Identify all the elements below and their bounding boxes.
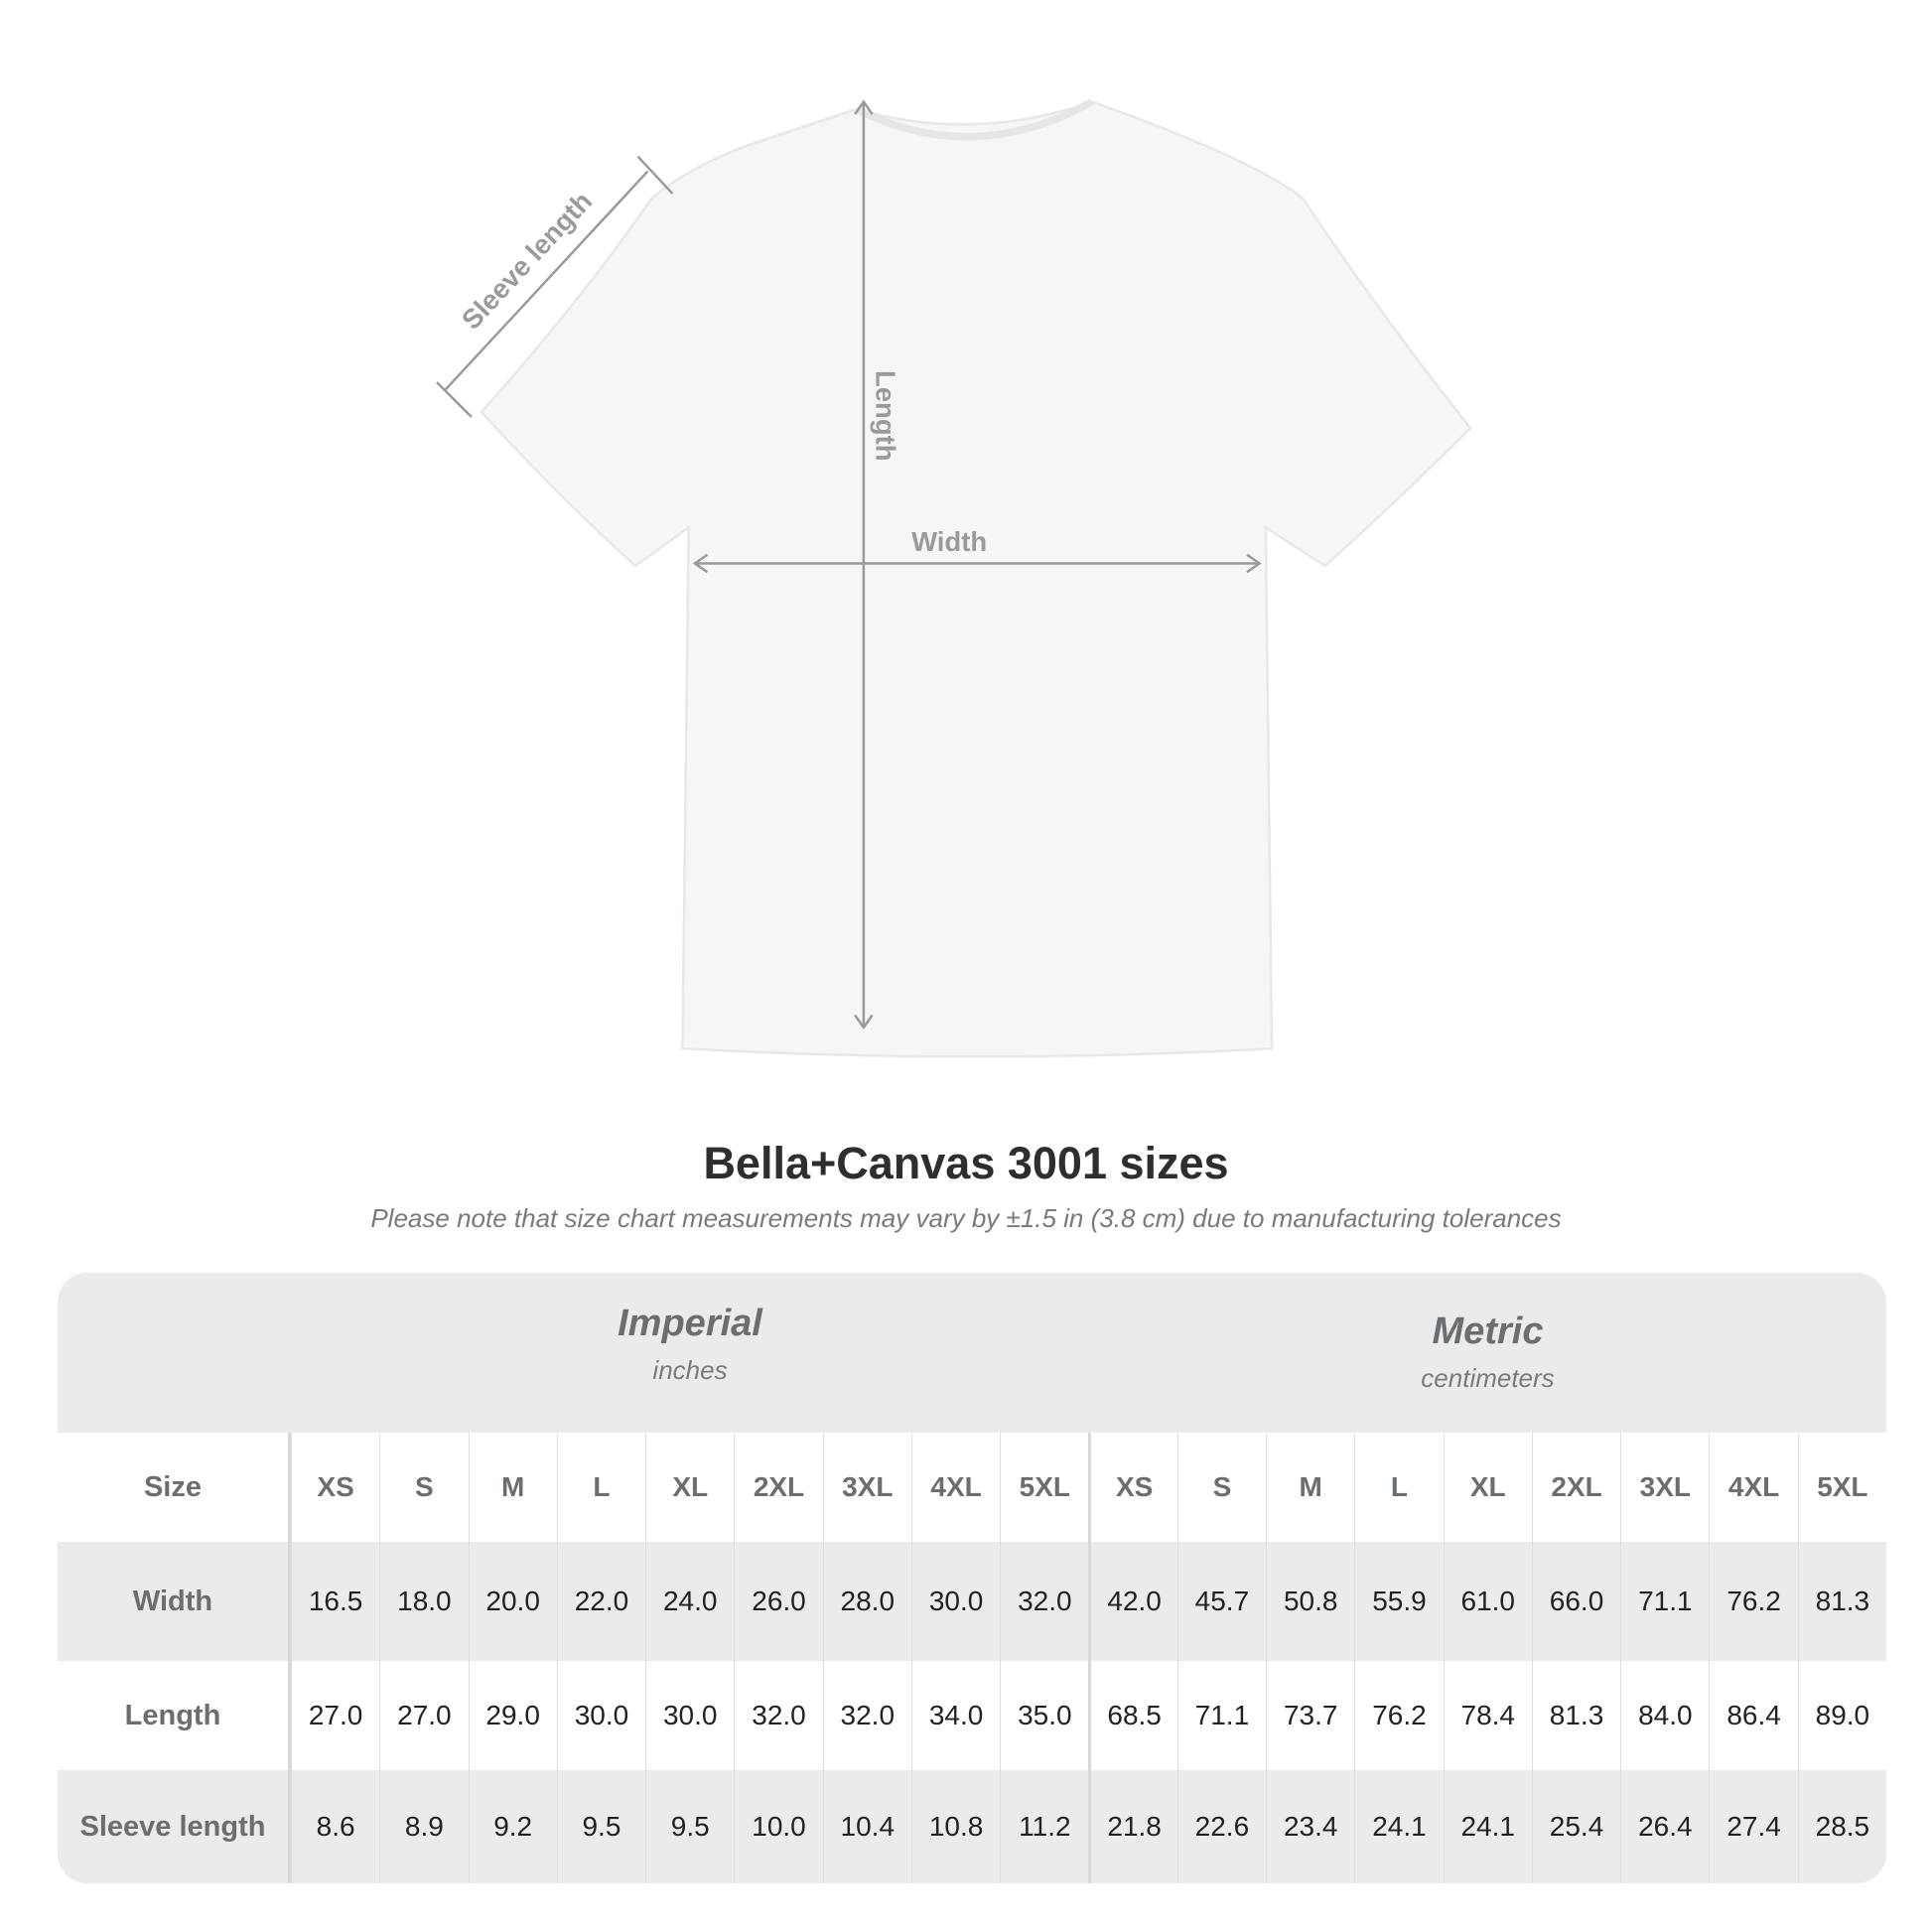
size-header: 4XL <box>910 1433 1000 1542</box>
metric-value: 84.0 <box>1620 1661 1709 1770</box>
size-header: 5XL <box>1000 1433 1088 1542</box>
imperial-header: Imperial inches <box>291 1303 1089 1386</box>
width-label: Width <box>911 526 987 557</box>
metric-value: 61.0 <box>1443 1542 1532 1661</box>
imperial-value: 20.0 <box>468 1542 557 1661</box>
size-header: 2XL <box>734 1433 822 1542</box>
imperial-unit: inches <box>652 1355 728 1385</box>
metric-value: 23.4 <box>1266 1770 1354 1883</box>
metric-value: 22.6 <box>1176 1770 1266 1883</box>
metric-value: 26.4 <box>1620 1770 1709 1883</box>
imperial-value: 10.0 <box>734 1770 822 1883</box>
metric-value: 71.1 <box>1620 1542 1709 1661</box>
metric-value: 28.5 <box>1797 1770 1886 1883</box>
imperial-value: 28.0 <box>822 1542 911 1661</box>
metric-value: 73.7 <box>1266 1661 1354 1770</box>
metric-value: 25.4 <box>1531 1770 1620 1883</box>
table-row: Length 27.0 27.0 29.0 30.0 30.0 32.0 32.0 34.0 35… <box>58 1661 1886 1770</box>
metric-unit: centimeters <box>1421 1363 1555 1393</box>
imperial-value: 30.0 <box>645 1661 734 1770</box>
imperial-value: 11.2 <box>1000 1770 1088 1883</box>
imperial-value: 9.5 <box>645 1770 734 1883</box>
metric-value: 68.5 <box>1088 1661 1176 1770</box>
imperial-value: 30.0 <box>910 1542 1000 1661</box>
size-header: L <box>1354 1433 1443 1542</box>
metric-value: 81.3 <box>1797 1542 1886 1661</box>
table-group-header: Imperial inches Metric centimeters <box>58 1273 1886 1433</box>
imperial-value: 8.9 <box>379 1770 468 1883</box>
metric-value: 24.1 <box>1443 1770 1532 1883</box>
tolerance-note: Please note that size chart measurements… <box>370 1203 1562 1233</box>
size-header: M <box>1266 1433 1354 1542</box>
size-header: L <box>556 1433 645 1542</box>
metric-value: 42.0 <box>1088 1542 1176 1661</box>
metric-value: 76.2 <box>1709 1542 1797 1661</box>
imperial-value: 29.0 <box>468 1661 557 1770</box>
size-table: Imperial inches Metric centimeters Size X… <box>58 1273 1886 1883</box>
size-header: XS <box>1088 1433 1176 1542</box>
imperial-value: 10.8 <box>910 1770 1000 1883</box>
imperial-value: 27.0 <box>379 1661 468 1770</box>
imperial-value: 32.0 <box>1000 1542 1088 1661</box>
imperial-value: 18.0 <box>379 1542 468 1661</box>
metric-value: 27.4 <box>1709 1770 1797 1883</box>
size-header: 3XL <box>1620 1433 1709 1542</box>
collar <box>854 98 1094 141</box>
imperial-value: 30.0 <box>556 1661 645 1770</box>
page-title: Bella+Canvas 3001 sizes <box>703 1138 1229 1188</box>
imperial-value: 35.0 <box>1000 1661 1088 1770</box>
metric-value: 21.8 <box>1088 1770 1176 1883</box>
imperial-value: 8.6 <box>290 1770 379 1883</box>
metric-value: 55.9 <box>1354 1542 1443 1661</box>
metric-value: 50.8 <box>1266 1542 1354 1661</box>
imperial-value: 9.2 <box>468 1770 557 1883</box>
table-row: Width 16.5 18.0 20.0 22.0 24.0 26.0 28.0 30.0 32.… <box>58 1542 1886 1661</box>
table-row: Sleeve length 8.6 8.9 9.2 9.5 9.5 10.0 10.4 10.8… <box>58 1770 1886 1883</box>
metric-value: 66.0 <box>1531 1542 1620 1661</box>
imperial-value: 16.5 <box>290 1542 379 1661</box>
imperial-title: Imperial <box>618 1303 762 1344</box>
row-label: Width <box>58 1542 291 1661</box>
metric-value: 86.4 <box>1709 1661 1797 1770</box>
size-column-label: Size <box>58 1433 291 1542</box>
imperial-value: 24.0 <box>645 1542 734 1661</box>
size-header: S <box>1176 1433 1266 1542</box>
size-header: XL <box>645 1433 734 1542</box>
imperial-value: 9.5 <box>556 1770 645 1883</box>
metric-value: 89.0 <box>1797 1661 1886 1770</box>
metric-value: 78.4 <box>1443 1661 1532 1770</box>
sleeve-line <box>443 170 649 392</box>
length-label: Length <box>870 370 900 462</box>
size-header: XL <box>1443 1433 1532 1542</box>
imperial-value: 10.4 <box>822 1770 911 1883</box>
imperial-value: 32.0 <box>734 1661 822 1770</box>
size-header: XS <box>290 1433 379 1542</box>
metric-value: 76.2 <box>1354 1661 1443 1770</box>
tshirt-diagram: Sleeve length Length Width <box>436 98 1472 1058</box>
row-label: Length <box>58 1661 291 1770</box>
imperial-value: 22.0 <box>556 1542 645 1661</box>
imperial-value: 26.0 <box>734 1542 822 1661</box>
row-label: Sleeve length <box>58 1770 291 1883</box>
size-header-row: Size XS S M L XL 2XL 3XL 4XL 5XL XS S M L XL 2XL 3XL 4XL 5… <box>58 1433 1886 1542</box>
metric-title: Metric <box>1432 1311 1544 1352</box>
metric-header: Metric centimeters <box>1089 1311 1886 1394</box>
imperial-value: 27.0 <box>290 1661 379 1770</box>
metric-value: 45.7 <box>1176 1542 1266 1661</box>
metric-value: 81.3 <box>1531 1661 1620 1770</box>
size-header: 2XL <box>1531 1433 1620 1542</box>
size-header: M <box>468 1433 557 1542</box>
size-header: 5XL <box>1797 1433 1886 1542</box>
size-header: S <box>379 1433 468 1542</box>
tshirt-shape <box>480 100 1472 1058</box>
imperial-value: 34.0 <box>910 1661 1000 1770</box>
imperial-value: 32.0 <box>822 1661 911 1770</box>
size-header: 3XL <box>822 1433 911 1542</box>
metric-value: 24.1 <box>1354 1770 1443 1883</box>
metric-value: 71.1 <box>1176 1661 1266 1770</box>
size-header: 4XL <box>1709 1433 1797 1542</box>
